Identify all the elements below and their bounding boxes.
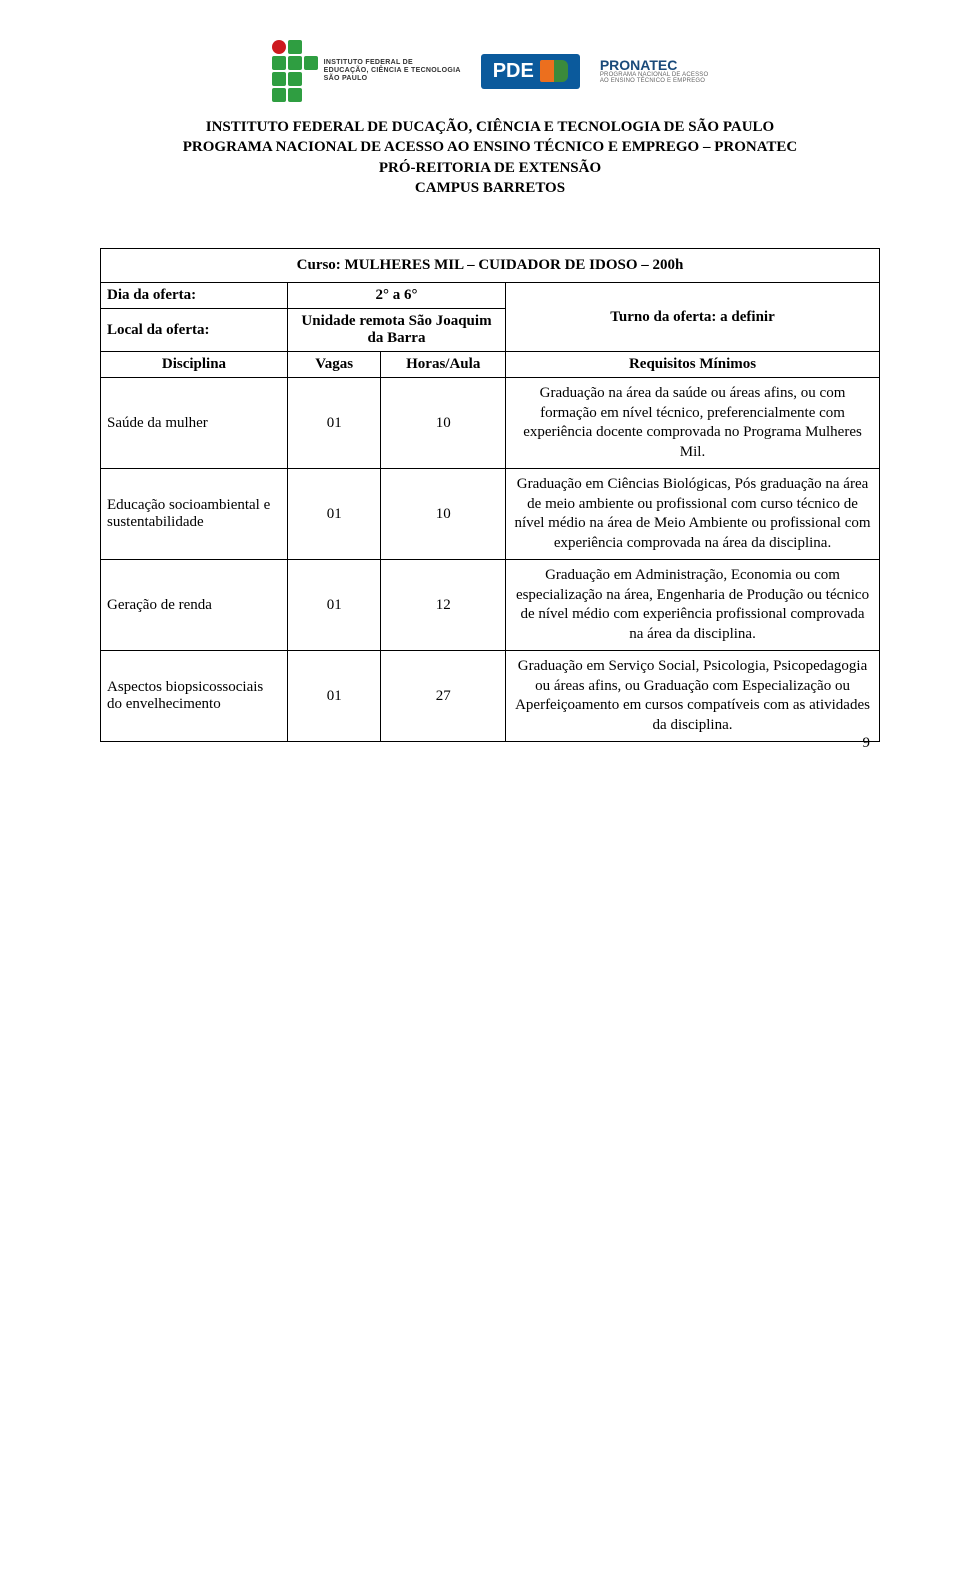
cell-disciplina: Geração de renda <box>101 560 288 651</box>
header-line-2: PROGRAMA NACIONAL DE ACESSO AO ENSINO TÉ… <box>100 137 880 157</box>
col-vagas: Vagas <box>287 352 380 378</box>
cell-vagas: 01 <box>287 469 380 560</box>
cell-disciplina: Educação socioambiental e sustentabilida… <box>101 469 288 560</box>
header-block: INSTITUTO FEDERAL DE DUCAÇÃO, CIÊNCIA E … <box>100 117 880 198</box>
cell-vagas: 01 <box>287 651 380 742</box>
course-title-row: Curso: MULHERES MIL – CUIDADOR DE IDOSO … <box>101 249 880 283</box>
table-row: Geração de renda 01 12 Graduação em Admi… <box>101 560 880 651</box>
offer-day-row: Dia da oferta: 2° a 6° Turno da oferta: … <box>101 283 880 309</box>
cell-horas: 10 <box>381 378 506 469</box>
pde-label: PDE <box>493 60 534 83</box>
pronatec-label: PRONATEC <box>600 58 709 72</box>
if-logo-text: INSTITUTO FEDERAL DEEDUCAÇÃO, CIÊNCIA E … <box>324 59 461 82</box>
cell-horas: 27 <box>381 651 506 742</box>
offer-turno: Turno da oferta: a definir <box>506 283 880 352</box>
cell-requisitos: Graduação na área da saúde ou áreas afin… <box>506 378 880 469</box>
book-icon <box>540 60 568 82</box>
offer-day-label: Dia da oferta: <box>101 283 288 309</box>
table-row: Educação socioambiental e sustentabilida… <box>101 469 880 560</box>
col-requisitos: Requisitos Mínimos <box>506 352 880 378</box>
col-horas: Horas/Aula <box>381 352 506 378</box>
offer-local-value: Unidade remota São Joaquim da Barra <box>287 309 505 352</box>
header-line-3: PRÓ-REITORIA DE EXTENSÃO <box>100 158 880 178</box>
offer-local-label: Local da oferta: <box>101 309 288 352</box>
logo-instituto-federal: INSTITUTO FEDERAL DEEDUCAÇÃO, CIÊNCIA E … <box>272 40 461 102</box>
cell-vagas: 01 <box>287 560 380 651</box>
cell-horas: 12 <box>381 560 506 651</box>
table-row: Saúde da mulher 01 10 Graduação na área … <box>101 378 880 469</box>
course-table: Curso: MULHERES MIL – CUIDADOR DE IDOSO … <box>100 248 880 742</box>
cell-disciplina: Saúde da mulher <box>101 378 288 469</box>
col-disciplina: Disciplina <box>101 352 288 378</box>
course-title-cell: Curso: MULHERES MIL – CUIDADOR DE IDOSO … <box>101 249 880 283</box>
header-line-4: CAMPUS BARRETOS <box>100 178 880 198</box>
table-row: Aspectos biopsicossociais do envelhecime… <box>101 651 880 742</box>
cell-requisitos: Graduação em Ciências Biológicas, Pós gr… <box>506 469 880 560</box>
if-grid-icon <box>272 40 318 102</box>
cell-requisitos: Graduação em Serviço Social, Psicologia,… <box>506 651 880 742</box>
cell-requisitos: Graduação em Administração, Economia ou … <box>506 560 880 651</box>
page-number: 9 <box>863 735 871 752</box>
header-line-1: INSTITUTO FEDERAL DE DUCAÇÃO, CIÊNCIA E … <box>100 117 880 137</box>
cell-horas: 10 <box>381 469 506 560</box>
pronatec-sublabel: PROGRAMA NACIONAL DE ACESSOAO ENSINO TÉC… <box>600 72 709 84</box>
cell-disciplina: Aspectos biopsicossociais do envelhecime… <box>101 651 288 742</box>
logo-pronatec: PRONATEC PROGRAMA NACIONAL DE ACESSOAO E… <box>600 58 709 84</box>
cell-vagas: 01 <box>287 378 380 469</box>
column-header-row: Disciplina Vagas Horas/Aula Requisitos M… <box>101 352 880 378</box>
logo-bar: INSTITUTO FEDERAL DEEDUCAÇÃO, CIÊNCIA E … <box>100 40 880 102</box>
offer-day-value: 2° a 6° <box>287 283 505 309</box>
logo-pde: PDE <box>481 54 580 89</box>
